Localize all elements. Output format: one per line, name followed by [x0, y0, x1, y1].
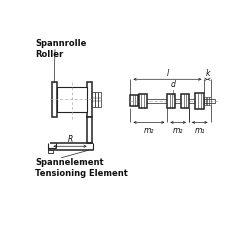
Bar — [57, 87, 86, 112]
Bar — [86, 82, 92, 117]
Bar — [139, 94, 146, 108]
Text: l: l — [166, 69, 168, 78]
Bar — [48, 150, 54, 153]
Text: Spannrolle
Roller: Spannrolle Roller — [35, 39, 86, 59]
Bar — [95, 92, 98, 107]
Text: m₁: m₁ — [194, 126, 205, 135]
Text: m₂: m₂ — [173, 126, 183, 135]
Bar — [87, 117, 92, 143]
Bar — [168, 94, 175, 108]
Bar — [52, 82, 57, 117]
Text: d: d — [171, 80, 176, 89]
Bar — [195, 93, 204, 108]
Bar — [130, 96, 138, 106]
Bar — [138, 98, 215, 103]
Text: m₂: m₂ — [144, 126, 154, 135]
Bar — [181, 94, 189, 108]
Text: R: R — [67, 135, 72, 144]
Text: Spannelement
Tensioning Element: Spannelement Tensioning Element — [35, 158, 128, 178]
Bar — [92, 92, 95, 107]
Text: k: k — [205, 69, 210, 78]
Bar — [98, 92, 101, 107]
